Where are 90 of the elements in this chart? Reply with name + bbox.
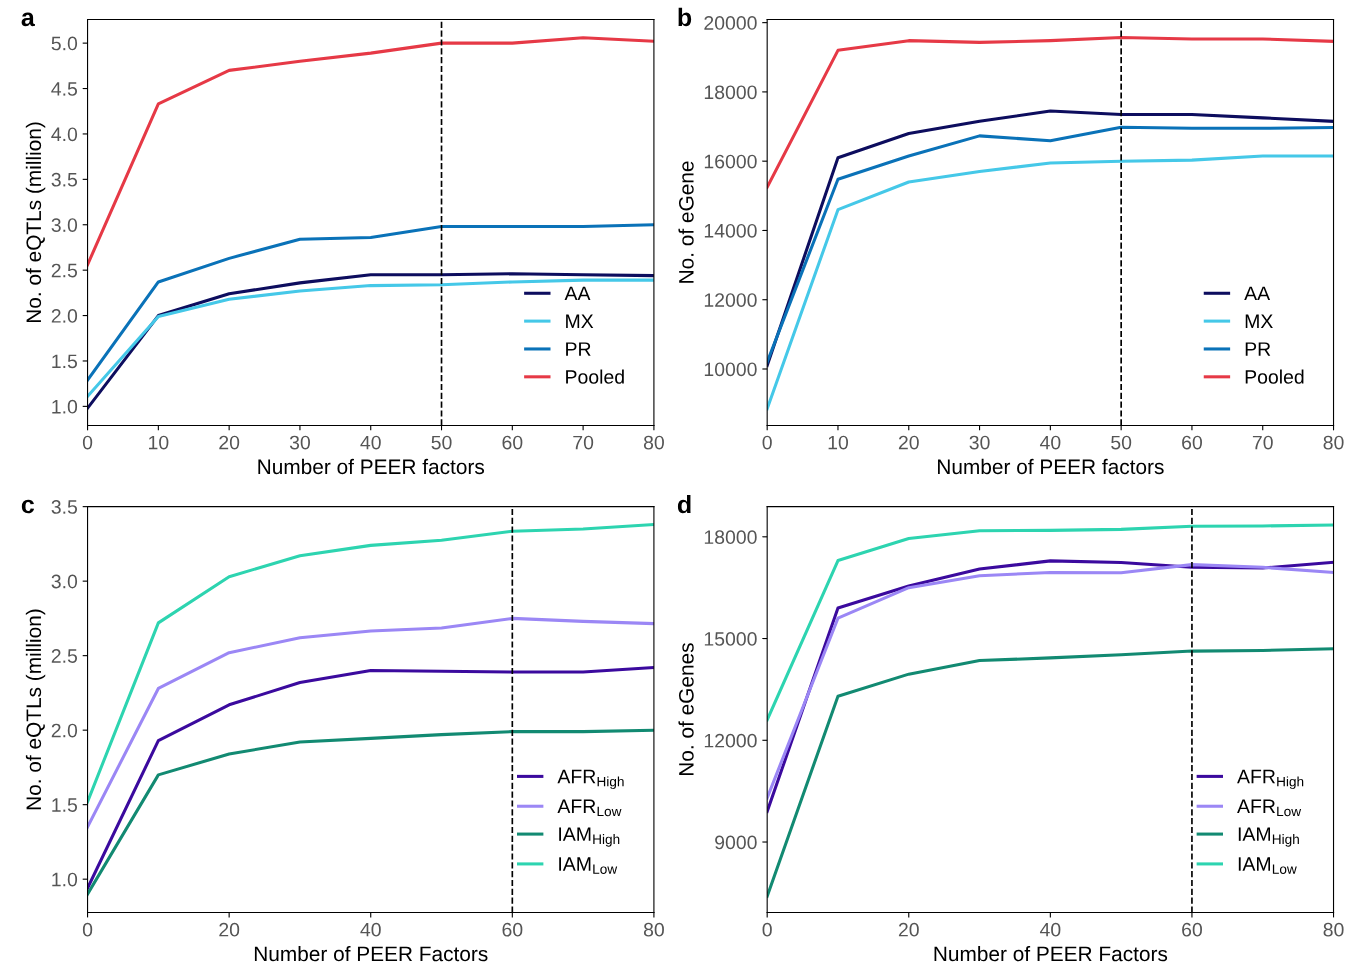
x-tick-label: 60 <box>502 922 523 937</box>
x-tick-label: 80 <box>1323 922 1344 937</box>
legend-label: AA <box>1244 286 1271 301</box>
line-series <box>767 154 1334 411</box>
line-series <box>87 223 654 382</box>
x-tick-label: 60 <box>502 435 523 450</box>
x-tick-label: 20 <box>219 435 240 450</box>
legend-label: AA <box>564 286 591 301</box>
line-series <box>87 616 654 829</box>
y-tick-label: 4.5 <box>51 82 78 96</box>
x-tick-label: 0 <box>82 435 93 450</box>
chart-title: c <box>21 499 35 514</box>
chart-title: b <box>678 7 692 27</box>
line-series <box>767 36 1334 189</box>
legend-label: Pooled <box>566 369 624 384</box>
x-tick-label: 0 <box>762 922 772 937</box>
y-tick-label: 1.5 <box>52 798 78 812</box>
legend-label: IAM$_{High}$ <box>1238 827 1299 847</box>
chart-title: a <box>21 12 35 27</box>
y-tick-label: 2.0 <box>51 309 78 323</box>
legend-label: IAM$_{High}$ <box>559 827 620 847</box>
x-tick-label: 30 <box>289 435 310 450</box>
y-tick-label: 1.0 <box>52 872 78 887</box>
y-axis-title: No. of eQTLs (million) <box>25 609 46 810</box>
x-tick-label: 50 <box>431 435 452 450</box>
legend-label: PR <box>1245 342 1271 356</box>
x-tick-label: 30 <box>969 435 990 450</box>
y-tick-label: 12000 <box>704 733 757 748</box>
y-axis-title: No. of eQTLs (million) <box>25 122 46 323</box>
y-tick-label: 10000 <box>704 362 757 377</box>
x-tick-label: 40 <box>1039 922 1061 937</box>
x-tick-label: 20 <box>898 922 919 937</box>
y-tick-label: 5.0 <box>51 36 78 51</box>
y-tick-label: 9000 <box>715 835 757 850</box>
y-tick-label: 3.0 <box>51 574 78 589</box>
legend-label: AFR$_{High}$ <box>557 769 624 790</box>
y-tick-label: 1.0 <box>52 399 78 414</box>
x-tick-label: 60 <box>1182 922 1202 937</box>
x-tick-label: 80 <box>1323 435 1344 450</box>
x-tick-label: 0 <box>82 922 93 937</box>
chart-title: d <box>677 494 691 514</box>
x-tick-label: 10 <box>149 435 169 450</box>
legend-label: PR <box>566 342 591 356</box>
x-tick-label: 80 <box>643 922 664 937</box>
y-axis-title: No. of eGene <box>678 161 694 283</box>
y-tick-label: 3.0 <box>51 218 78 232</box>
line-series <box>767 647 1334 898</box>
y-tick-label: 4.0 <box>51 127 78 142</box>
legend-label: MX <box>566 314 594 328</box>
legend-label: AFR$_{Low}$ <box>1237 799 1302 817</box>
x-tick-label: 80 <box>643 435 664 450</box>
y-axis-title: No. of eGenes <box>678 643 694 776</box>
y-tick-label: 12000 <box>704 293 757 307</box>
x-axis-title: Number of PEER factors <box>258 458 485 475</box>
x-tick-label: 40 <box>360 435 381 450</box>
y-tick-label: 14000 <box>704 223 757 238</box>
x-axis-title: Number of PEER Factors <box>254 945 488 962</box>
line-series <box>87 666 654 890</box>
line-series <box>87 728 654 896</box>
x-tick-label: 40 <box>360 922 381 937</box>
y-tick-label: 20000 <box>704 16 757 30</box>
x-axis-title: Number of PEER factors <box>938 458 1164 475</box>
legend-label: MX <box>1245 314 1273 328</box>
x-tick-label: 60 <box>1182 435 1202 450</box>
y-tick-label: 18000 <box>704 85 757 100</box>
y-tick-label: 3.5 <box>51 172 78 187</box>
legend-label: IAM$_{Low}$ <box>1238 857 1297 874</box>
x-axis-title: Number of PEER Factors <box>934 945 1168 962</box>
y-tick-label: 1.5 <box>52 354 78 369</box>
y-tick-label: 3.5 <box>51 500 78 514</box>
legend-label: IAM$_{Low}$ <box>559 857 618 874</box>
line-series <box>87 36 654 267</box>
legend-label: Pooled <box>1245 369 1304 384</box>
y-tick-label: 2.5 <box>51 649 78 663</box>
legend-label: AFR$_{Low}$ <box>557 799 622 817</box>
x-tick-label: 50 <box>1111 435 1132 450</box>
line-series <box>767 523 1334 722</box>
x-tick-label: 70 <box>1252 435 1273 450</box>
y-tick-label: 16000 <box>704 154 757 169</box>
legend-label: AFR$_{High}$ <box>1237 769 1304 790</box>
x-tick-label: 0 <box>762 435 772 450</box>
y-tick-label: 18000 <box>704 530 757 545</box>
x-tick-label: 10 <box>828 435 849 450</box>
y-tick-label: 15000 <box>704 632 757 646</box>
y-tick-label: 2.0 <box>51 723 78 738</box>
x-tick-label: 20 <box>219 922 240 937</box>
y-tick-label: 2.5 <box>51 263 78 278</box>
x-tick-label: 70 <box>573 435 594 450</box>
x-tick-label: 20 <box>898 435 919 450</box>
x-tick-label: 40 <box>1039 435 1061 450</box>
